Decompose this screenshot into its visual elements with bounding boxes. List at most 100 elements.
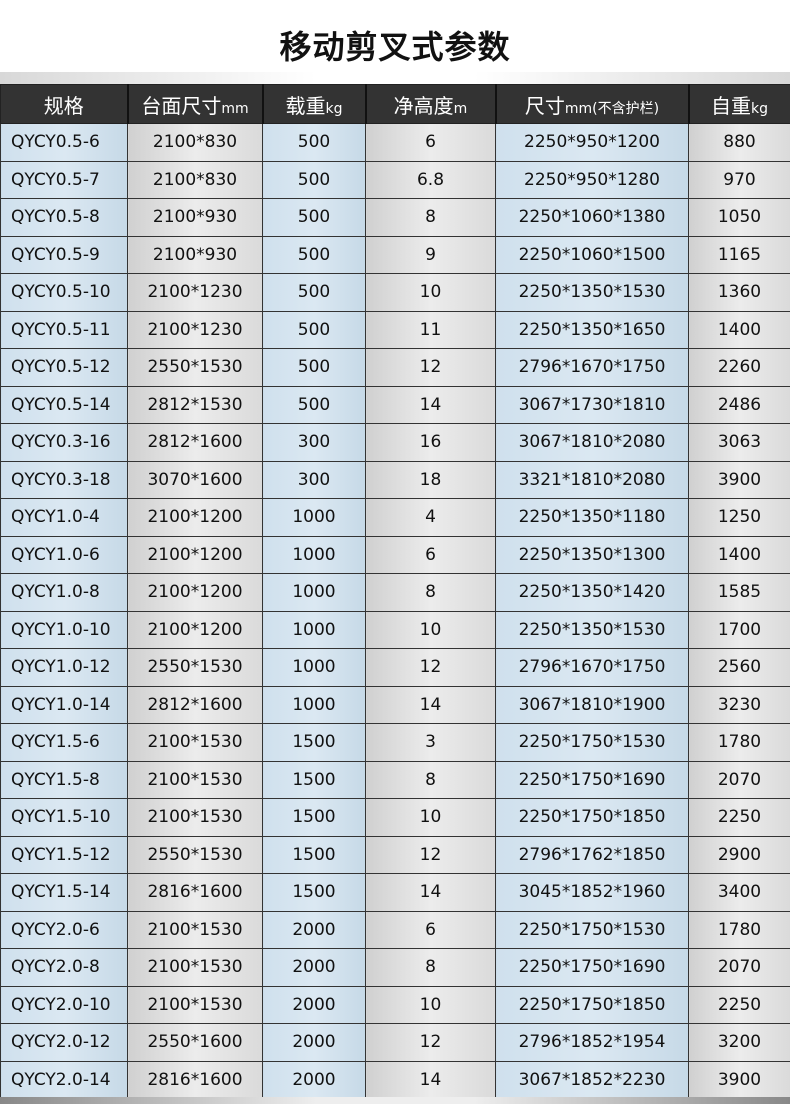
table-cell: 1000	[262, 535, 366, 574]
table-cell: 2250*1750*1530	[495, 723, 689, 762]
table-cell: 8	[365, 948, 496, 987]
table-cell: QYCY1.5-8	[0, 760, 128, 799]
table-cell: 14	[365, 385, 496, 424]
table-cell: 880	[688, 123, 790, 162]
table-cell: 3400	[688, 873, 790, 912]
table-cell: QYCY0.5-11	[0, 310, 128, 349]
table-cell: 6	[365, 910, 496, 949]
table-cell: 2250*1350*1420	[495, 573, 689, 612]
page-title: 移动剪叉式参数	[279, 28, 511, 66]
table-cell: 2796*1670*1750	[495, 348, 689, 387]
table-row: QYCY0.3-18 3070*1600 300 18 3321*1810*2080 39…	[0, 460, 790, 499]
decorative-band	[0, 72, 790, 84]
table-cell: 1400	[688, 310, 790, 349]
table-cell: 1780	[688, 910, 790, 949]
column-header-label: 载重	[285, 93, 326, 118]
table-cell: 2250*950*1280	[495, 160, 689, 199]
table-cell: 2100*1530	[127, 985, 263, 1024]
table-cell: 2550*1530	[127, 648, 263, 687]
table-cell: 2250*1750*1850	[495, 985, 689, 1024]
column-header-label: 尺寸	[524, 93, 565, 118]
table-row: QYCY0.5-6 2100*830 500 6 2250*950*1200 880	[0, 123, 790, 162]
table-cell: 11	[365, 310, 496, 349]
table-cell: 3070*1600	[127, 460, 263, 499]
table-cell: 16	[365, 423, 496, 462]
spec-table: 规格 台面尺寸mm 载重kg 净高度m 尺寸mm(不含护栏) 自重kg QYCY0.5-6…	[0, 84, 790, 1099]
table-cell: 1000	[262, 610, 366, 649]
table-cell: 2812*1530	[127, 385, 263, 424]
table-cell: 300	[262, 460, 366, 499]
table-cell: 14	[365, 1060, 496, 1099]
table-row: QYCY0.5-14 2812*1530 500 14 3067*1730*1810 24…	[0, 385, 790, 424]
table-cell: QYCY0.5-8	[0, 198, 128, 237]
table-cell: 2550*1530	[127, 835, 263, 874]
table-cell: 1500	[262, 835, 366, 874]
column-header: 尺寸mm(不含护栏)	[495, 84, 690, 124]
table-row: QYCY2.0-8 2100*1530 2000 8 2250*1750*1690 207…	[0, 948, 790, 987]
table-cell: 2796*1670*1750	[495, 648, 689, 687]
table-cell: QYCY0.5-14	[0, 385, 128, 424]
table-cell: QYCY1.0-4	[0, 498, 128, 537]
table-cell: 2900	[688, 835, 790, 874]
table-cell: 500	[262, 348, 366, 387]
table-cell: 9	[365, 235, 496, 274]
table-row: QYCY1.5-10 2100*1530 1500 10 2250*1750*1850 2…	[0, 798, 790, 837]
table-cell: 3067*1730*1810	[495, 385, 689, 424]
table-cell: 1500	[262, 798, 366, 837]
table-cell: 12	[365, 648, 496, 687]
table-cell: 1000	[262, 573, 366, 612]
table-row: QYCY1.0-10 2100*1200 1000 10 2250*1350*1530 1…	[0, 610, 790, 649]
table-cell: 10	[365, 273, 496, 312]
table-row: QYCY1.5-12 2550*1530 1500 12 2796*1762*1850 2…	[0, 835, 790, 874]
table-cell: QYCY2.0-6	[0, 910, 128, 949]
table-cell: 2100*830	[127, 160, 263, 199]
table-row: QYCY0.5-11 2100*1230 500 11 2250*1350*1650 14…	[0, 310, 790, 349]
column-header-label: 净高度	[393, 93, 454, 118]
table-cell: 6	[365, 123, 496, 162]
table-cell: 500	[262, 235, 366, 274]
table-row: QYCY1.0-8 2100*1200 1000 8 2250*1350*1420 158…	[0, 573, 790, 612]
table-cell: 500	[262, 160, 366, 199]
column-header: 自重kg	[688, 84, 790, 124]
table-cell: QYCY1.5-10	[0, 798, 128, 837]
table-row: QYCY1.0-12 2550*1530 1000 12 2796*1670*1750 2…	[0, 648, 790, 687]
table-cell: 2260	[688, 348, 790, 387]
table-cell: 1165	[688, 235, 790, 274]
table-cell: 2100*930	[127, 235, 263, 274]
table-cell: 12	[365, 1023, 496, 1062]
column-header-unit: kg	[325, 100, 343, 117]
table-cell: 18	[365, 460, 496, 499]
table-cell: 2550*1530	[127, 348, 263, 387]
table-row: QYCY0.5-12 2550*1530 500 12 2796*1670*1750 22…	[0, 348, 790, 387]
table-cell: 500	[262, 385, 366, 424]
table-cell: 500	[262, 198, 366, 237]
table-cell: 1500	[262, 723, 366, 762]
table-cell: 2250	[688, 985, 790, 1024]
table-cell: 6.8	[365, 160, 496, 199]
table-row: QYCY0.3-16 2812*1600 300 16 3067*1810*2080 30…	[0, 423, 790, 462]
table-cell: 3900	[688, 460, 790, 499]
table-cell: QYCY2.0-8	[0, 948, 128, 987]
table-cell: 2100*1230	[127, 273, 263, 312]
table-cell: 2816*1600	[127, 1060, 263, 1099]
table-cell: 2000	[262, 1023, 366, 1062]
column-header-label: 规格	[43, 93, 84, 118]
table-cell: 1400	[688, 535, 790, 574]
table-row: QYCY2.0-14 2816*1600 2000 14 3067*1852*2230 3…	[0, 1060, 790, 1099]
table-cell: QYCY2.0-14	[0, 1060, 128, 1099]
table-cell: 2812*1600	[127, 423, 263, 462]
table-cell: QYCY0.5-10	[0, 273, 128, 312]
table-cell: 2816*1600	[127, 873, 263, 912]
table-cell: 10	[365, 610, 496, 649]
table-header-row: 规格 台面尺寸mm 载重kg 净高度m 尺寸mm(不含护栏) 自重kg	[0, 84, 790, 124]
table-cell: QYCY1.0-6	[0, 535, 128, 574]
table-cell: 1050	[688, 198, 790, 237]
table-cell: 2812*1600	[127, 685, 263, 724]
table-cell: 2100*1200	[127, 610, 263, 649]
table-cell: QYCY1.0-10	[0, 610, 128, 649]
table-cell: 2100*930	[127, 198, 263, 237]
table-cell: 500	[262, 310, 366, 349]
table-cell: 3900	[688, 1060, 790, 1099]
table-cell: 2100*1530	[127, 760, 263, 799]
column-header-unit: kg	[751, 100, 768, 117]
